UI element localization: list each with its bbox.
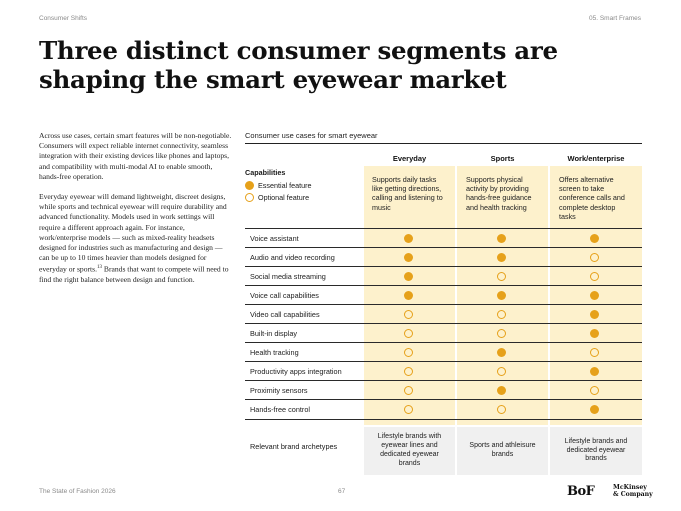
chapter-label: 05. Smart Frames <box>588 15 641 22</box>
bof-logo: BoF <box>567 484 595 499</box>
archetype-everyday: Lifestyle brands with eyewear lines and … <box>364 427 455 475</box>
column-description-everyday: Supports daily tasks like getting direct… <box>372 175 443 212</box>
column-description-sports: Supports physical activity by providing … <box>466 175 532 212</box>
body-paragraph-2: Everyday eyewear will demand lightweight… <box>39 192 234 285</box>
open-circle-icon <box>245 193 254 202</box>
table-title-rule <box>245 143 642 144</box>
row-label: Productivity apps integration <box>250 367 342 376</box>
work-feature-icon <box>590 291 599 300</box>
work-feature-icon <box>590 367 599 376</box>
sports-feature-icon <box>497 386 506 395</box>
archetype-label: Relevant brand archetypes <box>250 442 338 451</box>
work-feature-icon <box>590 310 599 319</box>
body-paragraph-2-end: Brands that want to compete will need to… <box>39 264 229 285</box>
sports-feature-icon <box>497 253 506 262</box>
work-feature-icon <box>590 348 599 357</box>
row-label: Social media streaming <box>250 272 326 281</box>
column-description-work: Offers alternative screen to take confer… <box>559 175 625 221</box>
body-paragraph-1: Across use cases, certain smart features… <box>39 131 232 181</box>
page-number: 67 <box>338 488 346 495</box>
table-bottom-rule <box>245 419 642 420</box>
work-feature-icon <box>590 386 599 395</box>
table-row: Health tracking <box>245 342 642 361</box>
row-label: Health tracking <box>250 348 299 357</box>
column-header-sports: Sports <box>490 154 515 163</box>
row-label: Audio and video recording <box>250 253 335 262</box>
legend-optional-label: Optional feature <box>258 193 310 202</box>
sports-feature-icon <box>497 329 506 338</box>
everyday-feature-icon <box>404 253 413 262</box>
table-row: Voice assistant <box>245 228 642 247</box>
legend-essential-label: Essential feature <box>258 181 312 190</box>
table-title: Consumer use cases for smart eyewear <box>245 131 378 140</box>
body-paragraph-2-text: Everyday eyewear will demand lightweight… <box>39 192 227 274</box>
mckinsey-logo-line-2: & Company <box>613 491 653 498</box>
sports-feature-icon <box>497 405 506 414</box>
sports-feature-icon <box>497 310 506 319</box>
row-label: Built-in display <box>250 329 298 338</box>
work-feature-icon <box>590 272 599 281</box>
sports-feature-icon <box>497 367 506 376</box>
page-title: Three distinct consumer segments are sha… <box>39 36 558 94</box>
report-name: The State of Fashion 2026 <box>39 488 116 495</box>
table-row: Voice call capabilities <box>245 285 642 304</box>
legend-optional: Optional feature <box>245 193 309 202</box>
everyday-feature-icon <box>404 405 413 414</box>
everyday-feature-icon <box>404 348 413 357</box>
row-label: Hands-free control <box>250 405 311 414</box>
sports-feature-icon <box>497 272 506 281</box>
body-text: Across use cases, certain smart features… <box>39 131 234 295</box>
archetype-sports: Sports and athleisure brands <box>457 427 548 475</box>
table-row: Hands-free control <box>245 399 642 418</box>
table-row: Productivity apps integration <box>245 361 642 380</box>
everyday-feature-icon <box>404 310 413 319</box>
everyday-feature-icon <box>404 272 413 281</box>
work-feature-icon <box>590 405 599 414</box>
work-feature-icon <box>590 234 599 243</box>
table-row: Proximity sensors <box>245 380 642 399</box>
footnote-ref: 13 <box>97 265 102 271</box>
sports-feature-icon <box>497 348 506 357</box>
table-row: Social media streaming <box>245 266 642 285</box>
table-row: Video call capabilities <box>245 304 642 323</box>
row-label: Voice assistant <box>250 234 299 243</box>
sports-feature-icon <box>497 234 506 243</box>
everyday-feature-icon <box>404 386 413 395</box>
capabilities-label: Capabilities <box>245 168 286 177</box>
section-label: Consumer Shifts <box>39 15 88 22</box>
archetype-row: Relevant brand archetypes Lifestyle bran… <box>245 427 642 475</box>
everyday-feature-icon <box>404 291 413 300</box>
work-feature-icon <box>590 329 599 338</box>
everyday-feature-icon <box>404 234 413 243</box>
column-header-everyday: Everyday <box>392 154 427 163</box>
row-label: Voice call capabilities <box>250 291 319 300</box>
legend-essential: Essential feature <box>245 181 312 190</box>
table-row: Built-in display <box>245 323 642 342</box>
row-label: Video call capabilities <box>250 310 320 319</box>
table-row: Audio and video recording <box>245 247 642 266</box>
everyday-feature-icon <box>404 329 413 338</box>
everyday-feature-icon <box>404 367 413 376</box>
mckinsey-logo-line-1: McKinsey <box>613 484 647 491</box>
filled-circle-icon <box>245 181 254 190</box>
column-header-work: Work/enterprise <box>567 154 625 163</box>
mckinsey-logo: McKinsey & Company <box>613 484 653 498</box>
row-label: Proximity sensors <box>250 386 308 395</box>
archetype-work: Lifestyle brands and dedicated eyewear b… <box>550 427 642 475</box>
sports-feature-icon <box>497 291 506 300</box>
work-feature-icon <box>590 253 599 262</box>
